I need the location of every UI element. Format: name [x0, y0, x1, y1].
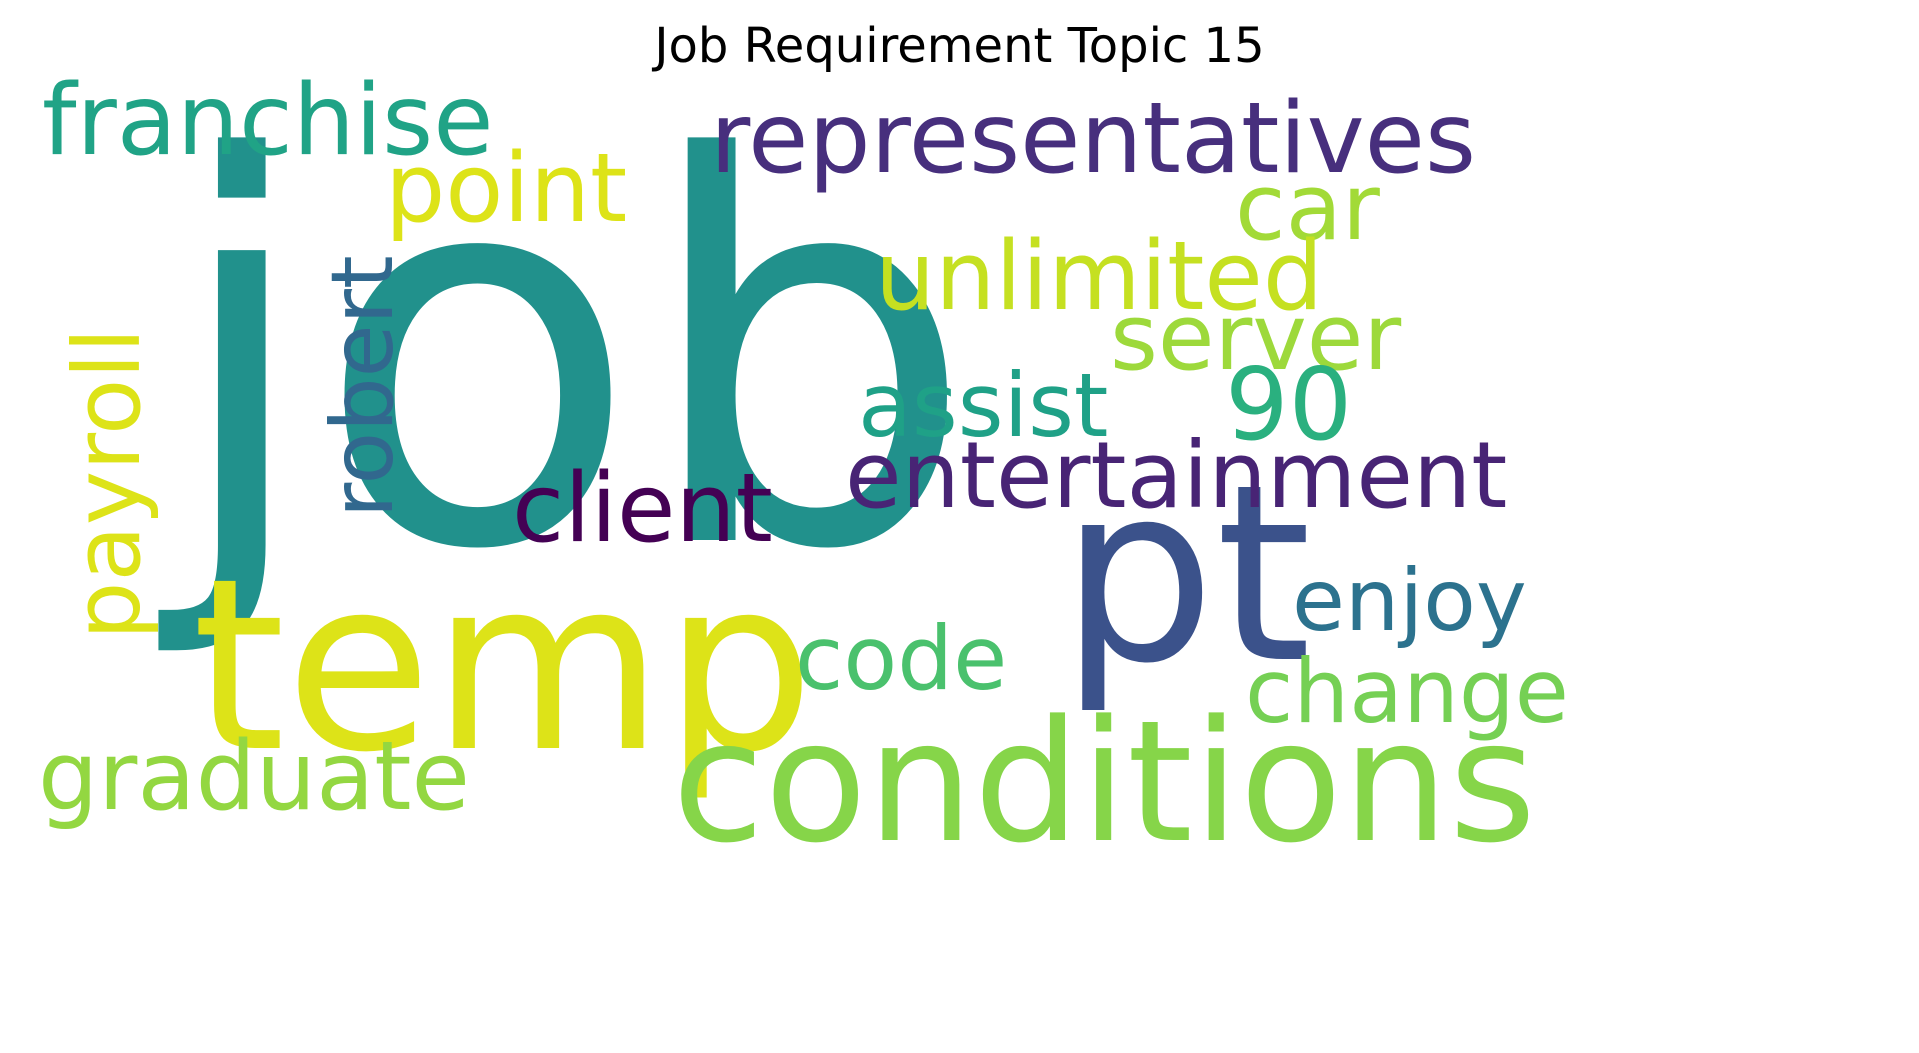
word-client: client	[512, 454, 773, 564]
word-code: code	[795, 607, 1008, 710]
word-payroll: payroll	[54, 327, 161, 640]
word-robert: robert	[313, 255, 413, 518]
figure-title: Job Requirement Topic 15	[654, 18, 1265, 74]
word-90: 90	[1225, 346, 1353, 463]
word-point: point	[385, 134, 628, 244]
word-representatives: representatives	[710, 82, 1477, 196]
word-entertainment: entertainment	[845, 422, 1508, 529]
word-conditions: conditions	[672, 684, 1537, 880]
word-graduate: graduate	[38, 722, 470, 832]
word-change: change	[1245, 640, 1569, 743]
word-unlimited: unlimited	[875, 222, 1324, 332]
word-assist: assist	[858, 354, 1109, 457]
word-franchise: franchise	[42, 64, 494, 178]
word-enjoy: enjoy	[1292, 551, 1527, 651]
word-job: job	[168, 48, 976, 665]
word-car: car	[1235, 154, 1380, 261]
word-pt: pt	[1060, 432, 1312, 717]
word-server: server	[1110, 284, 1402, 391]
word-temp: temp	[192, 528, 815, 805]
